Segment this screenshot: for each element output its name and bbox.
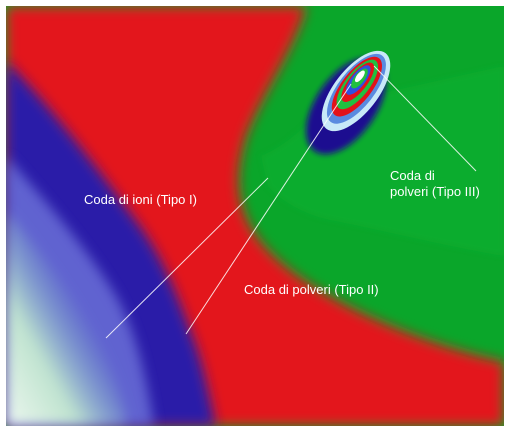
dust-tail-type3-label-line2: polveri (Tipo III) <box>390 184 480 199</box>
comet-picture <box>6 6 504 426</box>
dust-tail-type3-label: Coda di polveri (Tipo III) <box>390 168 480 200</box>
dust-tail-type2-label: Coda di polveri (Tipo II) <box>244 282 379 297</box>
dust-tail-type3-pointer-line <box>373 65 477 172</box>
ion-tail-label: Coda di ioni (Tipo I) <box>84 192 197 207</box>
comet-coma <box>321 50 391 132</box>
pale-corner <box>6 211 128 426</box>
dust-tail-type3-label-line1: Coda di <box>390 168 435 183</box>
dust-tail-type2-pointer-line <box>185 83 352 335</box>
comet-false-color-image <box>6 6 504 426</box>
ion-tail-pointer-line <box>105 177 269 339</box>
